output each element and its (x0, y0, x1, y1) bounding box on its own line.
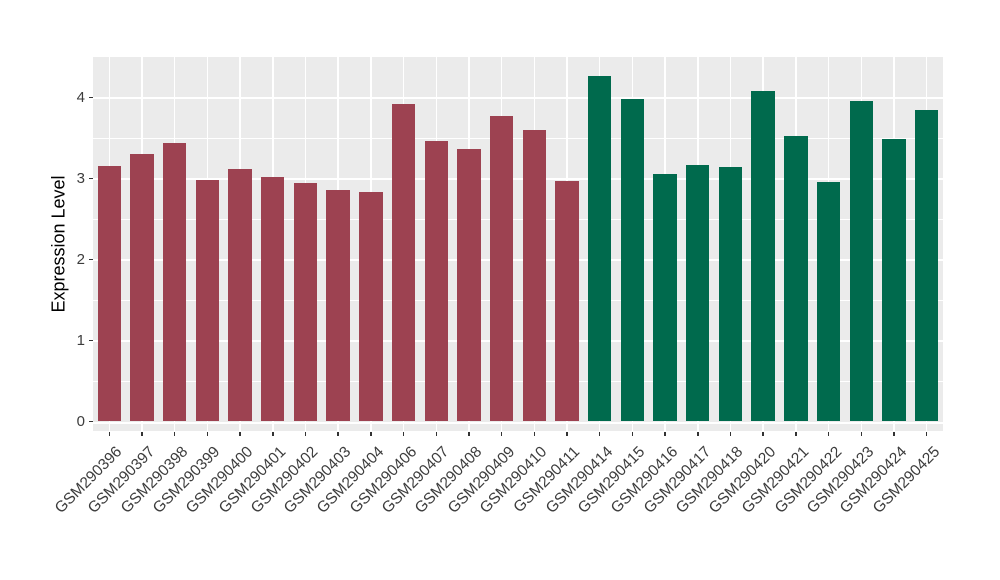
plot-panel (93, 57, 943, 431)
horizontal-minor-gridline (93, 137, 943, 139)
y-tick (88, 339, 93, 342)
x-tick (598, 431, 601, 436)
x-tick (860, 431, 863, 436)
x-tick (108, 431, 111, 436)
x-tick (206, 431, 209, 436)
bar-GSM290409 (489, 116, 514, 422)
y-tick-label: 4 (76, 88, 85, 106)
x-tick (566, 431, 568, 436)
x-tick (468, 431, 470, 436)
y-tick (88, 420, 93, 423)
bar-GSM290422 (816, 181, 841, 422)
x-tick (795, 431, 797, 436)
x-tick (827, 431, 830, 436)
bar-GSM290416 (653, 174, 677, 422)
bar-GSM290399 (195, 180, 220, 422)
bar-GSM290404 (359, 192, 383, 422)
bar-GSM290402 (293, 183, 318, 422)
x-tick (304, 431, 307, 436)
bar-GSM290424 (882, 138, 906, 422)
bar-GSM290415 (620, 99, 645, 422)
x-tick (500, 431, 503, 436)
bar-GSM290397 (130, 154, 154, 422)
x-tick (664, 431, 666, 436)
horizontal-major-gridline (93, 339, 943, 342)
bar-GSM290408 (457, 149, 481, 422)
y-tick-label: 3 (76, 169, 85, 187)
horizontal-major-gridline (93, 177, 943, 180)
bar-GSM290403 (326, 189, 350, 422)
x-tick (762, 431, 764, 436)
y-tick (88, 96, 93, 99)
bar-GSM290423 (849, 100, 873, 422)
y-tick-label: 2 (76, 250, 85, 268)
bar-GSM290414 (588, 75, 612, 422)
bar-GSM290421 (784, 136, 808, 422)
y-axis-title: Expression Level (48, 175, 69, 313)
bar-GSM290406 (391, 103, 416, 422)
x-tick (239, 431, 241, 436)
y-tick (88, 177, 93, 180)
y-tick-label: 0 (76, 412, 85, 430)
bar-GSM290417 (686, 164, 710, 422)
bar-GSM290410 (522, 129, 547, 422)
bar-GSM290418 (718, 167, 743, 422)
bar-GSM290411 (555, 180, 579, 422)
bar-GSM290401 (261, 176, 285, 422)
y-tick-label: 1 (76, 331, 85, 349)
x-tick (173, 431, 176, 436)
bar-GSM290400 (228, 168, 252, 422)
horizontal-minor-gridline (93, 380, 943, 382)
x-tick (729, 431, 732, 436)
x-tick (925, 431, 928, 436)
x-tick (533, 431, 536, 436)
x-tick (402, 431, 405, 436)
bar-GSM290398 (163, 142, 187, 422)
x-tick (337, 431, 339, 436)
horizontal-minor-gridline (93, 299, 943, 301)
x-tick (272, 431, 274, 436)
x-tick (435, 431, 438, 436)
x-tick (697, 431, 699, 436)
bar-GSM290396 (97, 166, 122, 422)
bar-GSM290420 (751, 91, 775, 422)
x-tick (631, 431, 634, 436)
bar-GSM290425 (914, 109, 939, 422)
horizontal-minor-gridline (93, 218, 943, 220)
horizontal-major-gridline (93, 258, 943, 261)
y-tick (88, 258, 93, 261)
horizontal-major-gridline (93, 421, 943, 424)
horizontal-major-gridline (93, 96, 943, 99)
bar-GSM290407 (424, 141, 448, 422)
x-tick (370, 431, 372, 436)
x-tick (141, 431, 143, 436)
x-tick (893, 431, 895, 436)
